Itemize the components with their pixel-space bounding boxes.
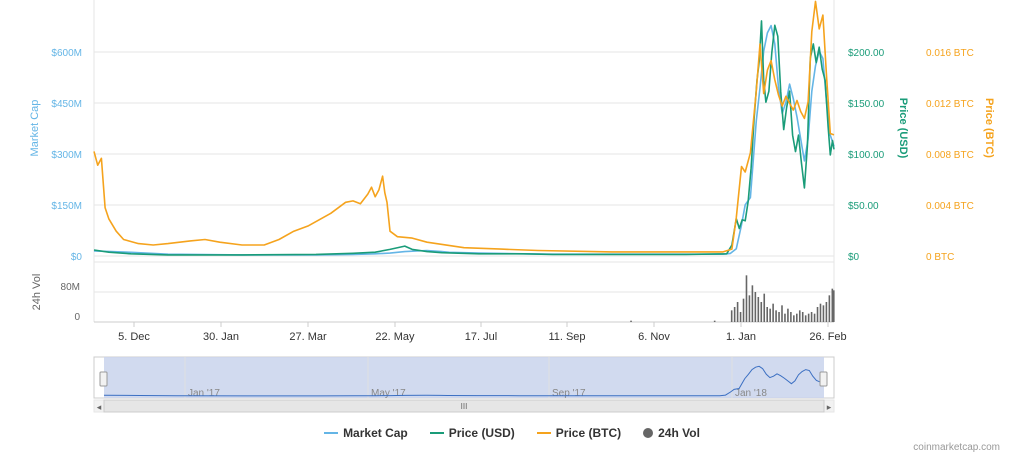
volume-bar-25	[798, 310, 801, 322]
legend-item-price-btc[interactable]: Price (BTC)	[536, 426, 622, 440]
x-tick-label-11-sep: 11. Sep	[548, 331, 585, 343]
volume-bar-8	[748, 295, 751, 322]
x-tick-label-17-jul: 17. Jul	[465, 331, 497, 343]
price-btc-tick-0-008-btc: 0.008 BTC	[926, 150, 974, 161]
series-line-price-usd	[93, 20, 835, 256]
legend-swatch-market-cap	[324, 432, 339, 434]
volume-bar-27	[804, 315, 807, 322]
volume-bar-30	[813, 313, 816, 322]
price-usd-tick-50-00: $50.00	[848, 201, 879, 212]
navigator-selection	[104, 357, 824, 398]
volume-bar-33	[822, 305, 825, 322]
volume-bar-13	[763, 293, 766, 322]
legend-swatch-price-usd	[429, 432, 444, 434]
volume-bar-11	[757, 297, 760, 322]
legend-swatch-price-btc	[536, 432, 551, 434]
volume-bar-35	[828, 295, 831, 322]
legend-item-market-cap[interactable]: Market Cap	[324, 426, 408, 440]
volume-tick-0: 0	[74, 312, 80, 323]
volume-bar-22	[790, 312, 792, 322]
credit-link[interactable]: coinmarketcap.com	[913, 442, 1000, 453]
volume-tick-80m: 80M	[61, 282, 80, 293]
volume-bar-9	[751, 285, 754, 322]
volume-bar-10	[754, 292, 757, 322]
legend-label-market-cap: Market Cap	[343, 426, 408, 440]
navigator-right-handle	[819, 371, 828, 387]
scrollbar-grip: III	[461, 402, 468, 411]
market-cap-tick-450m: $450M	[51, 99, 82, 110]
price-btc-tick-0-016-btc: 0.016 BTC	[926, 48, 974, 59]
volume-bar-18	[778, 312, 780, 322]
legend-item-volume[interactable]: 24h Vol	[643, 426, 700, 440]
x-tick-label-1-jan: 1. Jan	[726, 331, 756, 343]
volume-bar-7	[745, 275, 748, 322]
volume-bar-4	[736, 302, 739, 322]
price-btc-tick-0-012-btc: 0.012 BTC	[926, 99, 974, 110]
market-cap-tick-300m: $300M	[51, 150, 82, 161]
navigator-series-line	[103, 365, 821, 397]
scrollbar-thumb	[103, 399, 825, 413]
volume-bar-21	[787, 308, 789, 322]
scroll-right-arrow-icon: ▸	[827, 402, 832, 412]
market-cap-axis-title: Market Cap	[29, 100, 41, 157]
volume-axis-title: 24h Vol	[31, 274, 43, 311]
x-tick-label-26-feb: 26. Feb	[809, 331, 846, 343]
legend-label-volume: 24h Vol	[658, 426, 700, 440]
volume-bar-31	[816, 307, 819, 322]
navigator-label-may-17: May '17	[371, 388, 406, 399]
volume-bar-15	[769, 308, 771, 322]
series-line-price-btc	[93, 0, 835, 253]
x-tick-label-6-nov: 6. Nov	[638, 331, 670, 343]
navigator-label-jan-17: Jan '17	[188, 388, 220, 399]
volume-bar-36	[831, 288, 834, 322]
volume-bar-16	[772, 303, 774, 322]
legend-label-price-usd: Price (USD)	[448, 426, 515, 440]
price-btc-axis-title: Price (BTC)	[983, 98, 995, 158]
volume-bar-19	[781, 305, 783, 322]
volume-bar-26	[801, 312, 804, 322]
x-tick-label-27-mar: 27. Mar	[289, 331, 327, 343]
legend: Market Cap Price (USD) Price (BTC) 24h V…	[0, 424, 1024, 442]
volume-bar-23	[793, 315, 795, 322]
price-usd-tick-150-00: $150.00	[848, 99, 885, 110]
volume-bar-5	[739, 312, 742, 322]
legend-swatch-volume	[643, 428, 654, 438]
price-usd-axis-title: Price (USD)	[897, 98, 909, 159]
volume-bar-37	[833, 290, 835, 322]
x-tick-label-5-dec: 5. Dec	[118, 331, 150, 343]
volume-bar-20	[784, 313, 786, 322]
price-btc-tick-0-btc: 0 BTC	[926, 252, 954, 263]
legend-label-price-btc: Price (BTC)	[555, 426, 622, 440]
volume-bar-14	[766, 307, 768, 322]
legend-item-price-usd[interactable]: Price (USD)	[429, 426, 515, 440]
volume-bar-24	[796, 313, 798, 322]
volume-bar-6	[742, 298, 745, 322]
price-usd-tick-200-00: $200.00	[848, 48, 885, 59]
volume-bar-3	[733, 307, 736, 322]
price-usd-tick-100-00: $100.00	[848, 150, 885, 161]
x-tick-label-22-may: 22. May	[375, 331, 415, 343]
volume-bar-32	[819, 303, 822, 322]
scroll-left-arrow-icon: ◂	[97, 402, 102, 412]
series-line-market-cap	[93, 24, 835, 256]
volume-bar-17	[775, 310, 777, 322]
volume-bar-12	[760, 302, 763, 322]
navigator-left-handle	[99, 371, 108, 387]
x-tick-label-30-jan: 30. Jan	[203, 331, 239, 343]
volume-bar-2	[730, 310, 733, 322]
volume-bar-34	[825, 302, 828, 322]
volume-bar-28	[807, 313, 810, 322]
navigator-label-sep-17: Sep '17	[552, 388, 586, 399]
market-cap-tick-600m: $600M	[51, 48, 82, 59]
volume-bar-1	[713, 320, 716, 322]
price-usd-tick-0: $0	[848, 252, 860, 263]
market-cap-tick-0: $0	[71, 252, 83, 263]
market-cap-tick-150m: $150M	[51, 201, 82, 212]
price-btc-tick-0-004-btc: 0.004 BTC	[926, 201, 974, 212]
navigator-label-jan-18: Jan '18	[735, 388, 767, 399]
volume-bar-29	[810, 312, 813, 322]
volume-bar-0	[630, 320, 632, 322]
